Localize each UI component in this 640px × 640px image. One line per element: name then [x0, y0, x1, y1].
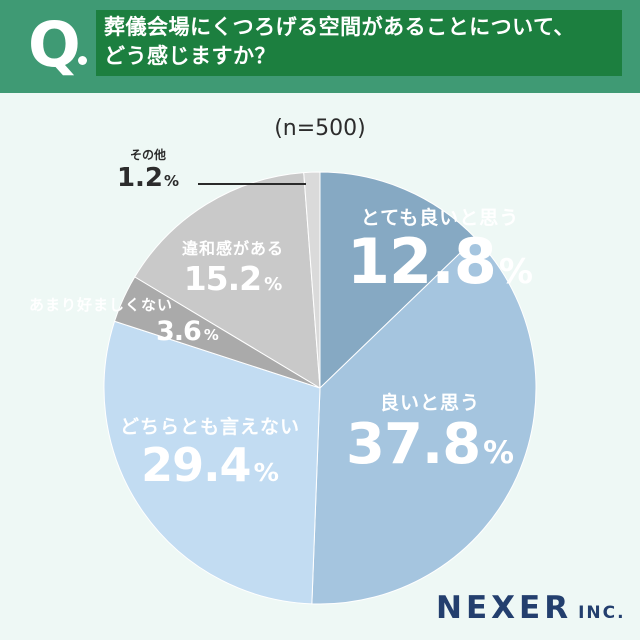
question-text: 葬儀会場にくつろげる空間があることについて、 どう感じますか？	[104, 15, 575, 68]
slice-label-uncomfortable: 違和感がある 15.2%	[168, 235, 298, 305]
slice-label-value: 37.8%	[345, 412, 515, 477]
slice-label-category: あまり好ましくない	[28, 296, 173, 314]
question-box	[96, 10, 622, 76]
q-mark: Q	[28, 8, 81, 81]
slice-label-neutral: どちらとも言えない 29.4%	[110, 412, 310, 499]
slice-label-category: どちらとも言えない	[119, 416, 300, 438]
slice-label-category: その他	[129, 148, 166, 162]
slice-label-category: 違和感がある	[181, 239, 284, 258]
q-dot	[78, 56, 87, 65]
pie-slice-good	[311, 237, 537, 605]
pie-slice-very-good	[319, 171, 477, 390]
slice-label-very-good: とても良いと思う 12.8%	[330, 203, 550, 304]
slice-label-good: 良いと思う 37.8%	[330, 388, 530, 483]
slice-label-not-preferable: あまり好ましくない 3.6%	[6, 294, 219, 352]
slice-label-value: 3.6%	[156, 316, 219, 347]
pie-slice-other	[303, 171, 321, 389]
pie-slice-neutral	[103, 320, 321, 605]
slice-label-other: その他 1.2%	[100, 146, 196, 196]
slice-label-value: 12.8%	[346, 225, 534, 298]
slice-label-value: 15.2%	[183, 259, 283, 298]
sample-size-label: (n=500)	[274, 116, 366, 141]
pie-slice-uncomfortable	[134, 172, 321, 389]
slice-label-category: 良いと思う	[379, 392, 480, 414]
slice-label-value: 1.2%	[116, 163, 180, 193]
slice-label-category: とても良いと思う	[360, 207, 520, 229]
nexer-logo: NEXER INC.	[436, 590, 626, 626]
slice-label-value: 29.4%	[141, 438, 279, 492]
